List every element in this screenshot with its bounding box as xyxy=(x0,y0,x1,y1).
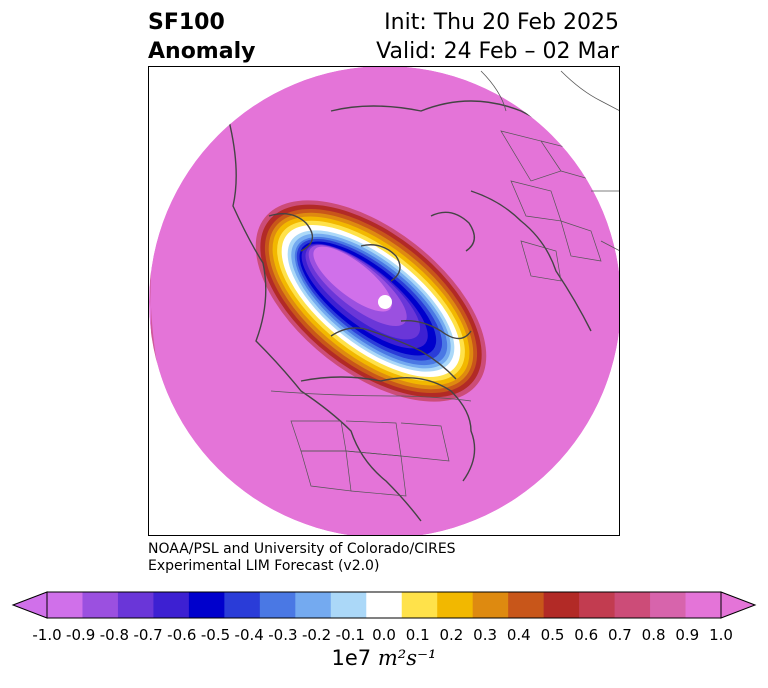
colorbar-cell xyxy=(508,592,545,618)
colorbar-cell xyxy=(295,592,332,618)
colorbar-tick-label: -0.1 xyxy=(335,626,365,644)
credit-line-2: Experimental LIM Forecast (v2.0) xyxy=(148,558,380,574)
colorbar-cell xyxy=(259,592,296,618)
colorbar-extend-max xyxy=(720,591,757,619)
north-pole-marker xyxy=(378,295,392,309)
colorbar-tick-label: 1.0 xyxy=(709,626,733,644)
colorbar-tick-label: 0.2 xyxy=(439,626,464,644)
colorbar-outline xyxy=(46,591,722,619)
colorbar-cell xyxy=(153,592,190,618)
colorbar-tick-label: -0.3 xyxy=(268,626,298,644)
colorbar-cell xyxy=(117,592,154,618)
colorbar xyxy=(11,591,757,619)
colorbar-cell xyxy=(685,592,722,618)
colorbar-label: 1e7 m²s⁻¹ xyxy=(0,646,768,670)
colorbar-tick-label: -0.7 xyxy=(133,626,163,644)
colorbar-cell xyxy=(188,592,225,618)
colorbar-tick-label: 0.3 xyxy=(473,626,498,644)
chart-title: SF100 Anomaly xyxy=(148,8,255,66)
colorbar-cell xyxy=(47,592,83,618)
colorbar-tick-label: -0.4 xyxy=(234,626,264,644)
date-info: Init: Thu 20 Feb 2025 Valid: 24 Feb – 02… xyxy=(376,8,619,66)
colorbar-tick-label: 0.5 xyxy=(540,626,565,644)
valid-range: Valid: 24 Feb – 02 Mar xyxy=(376,39,619,64)
colorbar-tick-label: 0.6 xyxy=(574,626,599,644)
init-date: Init: Thu 20 Feb 2025 xyxy=(384,10,619,35)
colorbar-cell xyxy=(614,592,651,618)
variable-title: SF100 xyxy=(148,10,225,35)
colorbar-cells xyxy=(47,592,722,618)
colorbar-tick-label: -0.8 xyxy=(99,626,130,644)
country-borders xyxy=(270,130,602,497)
colorbar-tick-label: -1.0 xyxy=(32,626,62,644)
colorbar-tick-label: 0.1 xyxy=(405,626,430,644)
colorbar-cell xyxy=(579,592,616,618)
colorbar-tick-label: -0.9 xyxy=(66,626,96,644)
colorbar-tick-label: 0.0 xyxy=(372,626,396,644)
colorbar-tick-label: -0.6 xyxy=(167,626,197,644)
anomaly-contours xyxy=(255,200,487,402)
colorbar-tick-label: 0.9 xyxy=(675,626,700,644)
colorbar-cell xyxy=(366,592,403,618)
colorbar-extend-min xyxy=(11,591,48,619)
credit-line-1: NOAA/PSL and University of Colorado/CIRE… xyxy=(148,541,456,557)
unit-prefix: 1e7 xyxy=(331,646,372,670)
unit-text: m²s⁻¹ xyxy=(377,646,437,670)
frame-corner-coastlines xyxy=(480,70,619,251)
colorbar-cell xyxy=(650,592,687,618)
colorbar-cell xyxy=(543,592,580,618)
colorbar-cell xyxy=(82,592,119,618)
colorbar-tick-label: 0.7 xyxy=(607,626,632,644)
colorbar-tick-label: -0.5 xyxy=(200,626,231,644)
field-title: Anomaly xyxy=(148,39,256,64)
colorbar-tick-label: 0.4 xyxy=(506,626,531,644)
colorbar-cell xyxy=(437,592,474,618)
colorbar-ticks: -1.0 -0.9 -0.8 -0.7 -0.6 -0.5 -0.4 -0.3 -0.2 -0.1… xyxy=(0,626,768,646)
polar-map xyxy=(149,67,619,535)
colorbar-cell xyxy=(472,592,509,618)
colorbar-tick-label: 0.8 xyxy=(641,626,666,644)
colorbar-cell xyxy=(330,592,367,618)
colorbar-cell xyxy=(224,592,261,618)
credit: NOAA/PSL and University of Colorado/CIRE… xyxy=(148,541,456,575)
map-panel xyxy=(148,66,620,536)
colorbar-tick-label: -0.2 xyxy=(301,626,332,644)
colorbar-cell xyxy=(401,592,438,618)
